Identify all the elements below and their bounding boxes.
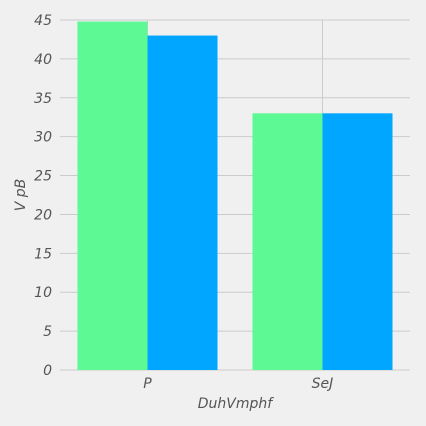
x-axis-label: DuhVmphf [198, 396, 275, 412]
y-axis-label: V pB [13, 179, 29, 212]
x-tick-label: P [143, 376, 152, 392]
y-tick-label: 35 [34, 91, 52, 107]
y-tick-labels: 0 5 10 15 20 25 30 35 40 45 [34, 13, 52, 379]
bar-series-2-P [147, 35, 218, 371]
y-tick-label: 10 [34, 285, 52, 301]
x-tick-label: SeJ [312, 376, 334, 392]
bar-series-1-SeJ [252, 113, 323, 370]
bars [77, 21, 393, 371]
bar-series-2-SeJ [322, 113, 393, 370]
x-tick-labels: P SeJ [143, 376, 333, 392]
bar-series-1-P [77, 21, 148, 371]
y-tick-label: 45 [34, 13, 52, 29]
y-tick-label: 5 [43, 324, 52, 340]
y-tick-label: 40 [34, 52, 52, 68]
y-tick-label: 30 [34, 130, 52, 146]
y-tick-label: 0 [43, 363, 52, 379]
y-tick-label: 20 [34, 207, 52, 223]
y-tick-label: 15 [34, 246, 52, 262]
y-tick-label: 25 [34, 169, 52, 185]
